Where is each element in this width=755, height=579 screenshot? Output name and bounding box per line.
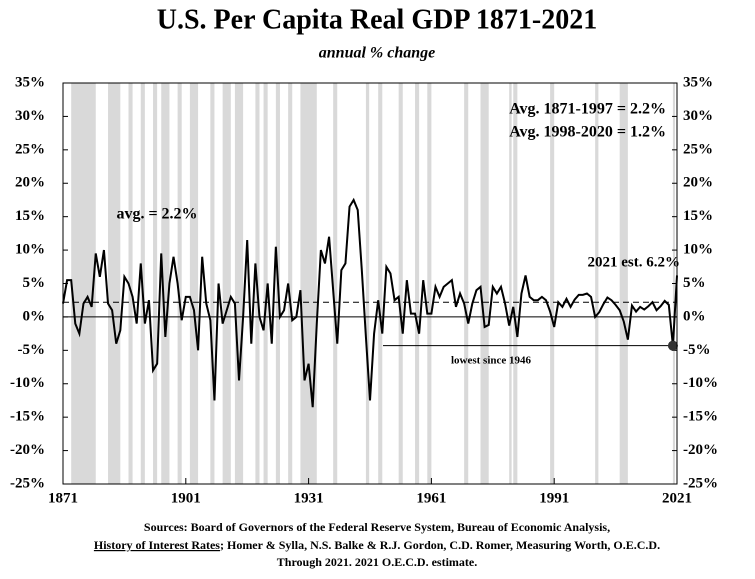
y-tick-label: 5% — [23, 275, 46, 291]
recession-band — [509, 83, 512, 484]
recession-band — [234, 83, 244, 484]
recession-band — [480, 83, 489, 484]
source-line: History of Interest Rates; Homer & Sylla… — [94, 538, 660, 552]
recession-band — [464, 83, 469, 484]
y-tick-label: -10% — [10, 375, 45, 391]
annotation: Avg. 1871-1997 = 2.2% — [509, 101, 666, 118]
x-tick-label: 1961 — [416, 490, 446, 506]
x-tick-label: 2021 — [662, 490, 692, 506]
plot-frame — [62, 82, 678, 485]
x-tick-label: 1871 — [48, 490, 78, 506]
y-tick-label: 0% — [23, 308, 46, 324]
recession-band — [161, 83, 170, 484]
recession-band — [513, 83, 518, 484]
y-tick-label: -20% — [10, 442, 45, 458]
recession-band — [398, 83, 403, 484]
y2-tick-label: -25% — [683, 475, 718, 491]
recession-band — [365, 83, 370, 484]
source-line: Through 2021. 2021 O.E.C.D. estimate. — [277, 555, 477, 569]
recession-band — [378, 83, 383, 484]
y2-tick-label: 10% — [683, 242, 713, 258]
y-tick-label: -25% — [10, 475, 45, 491]
y2-tick-label: 15% — [683, 208, 713, 224]
y-tick-label: 10% — [15, 242, 45, 258]
low-marker — [667, 340, 678, 351]
recession-band — [222, 83, 231, 484]
y-tick-label: 15% — [15, 208, 45, 224]
y-tick-label: -15% — [10, 409, 45, 425]
recession-band — [427, 83, 432, 484]
recession-band — [108, 83, 121, 484]
recession-band — [71, 83, 96, 484]
annotation: avg. = 2.2% — [116, 206, 197, 223]
y-tick-label: 20% — [15, 175, 45, 191]
y2-tick-label: 0% — [683, 308, 706, 324]
y-tick-label: 25% — [15, 141, 45, 157]
chart-subtitle: annual % change — [319, 45, 435, 62]
recession-band — [128, 83, 133, 484]
recession-band — [189, 83, 199, 484]
recession-band — [415, 83, 420, 484]
annotation: 2021 est. 6.2% — [588, 254, 681, 270]
recession-band — [619, 83, 628, 484]
y-tick-label: -5% — [18, 342, 46, 358]
source-book: History of Interest Rates — [94, 538, 220, 552]
y2-tick-label: -5% — [683, 342, 711, 358]
recession-band — [263, 83, 268, 484]
source-text: ; Homer & Sylla, N.S. Balke & R.J. Gordo… — [220, 538, 660, 552]
recession-band — [288, 83, 293, 484]
x-tick-label: 1931 — [294, 490, 324, 506]
y-tick-label: 30% — [15, 108, 45, 124]
recession-band — [300, 83, 317, 484]
recession-band — [177, 83, 182, 484]
y2-tick-label: -10% — [683, 375, 718, 391]
y2-tick-label: -20% — [683, 442, 718, 458]
recession-band — [595, 83, 599, 484]
y2-tick-label: 25% — [683, 141, 713, 157]
y2-tick-label: 35% — [683, 74, 713, 90]
y2-tick-label: 20% — [683, 175, 713, 191]
y2-tick-label: 5% — [683, 275, 706, 291]
recession-band — [153, 83, 158, 484]
source-line: Sources: Board of Governors of the Feder… — [144, 520, 610, 534]
series-line — [62, 197, 678, 408]
recession-band — [210, 83, 215, 484]
y2-tick-label: -15% — [683, 409, 718, 425]
recession-band — [550, 83, 555, 484]
x-tick-label: 1901 — [171, 490, 201, 506]
recession-band — [333, 83, 338, 484]
y-tick-label: 35% — [15, 74, 45, 90]
x-tick-label: 1991 — [539, 490, 569, 506]
y2-tick-label: 30% — [683, 108, 713, 124]
annotation: lowest since 1946 — [451, 355, 532, 367]
annotation: Avg. 1998-2020 = 1.2% — [509, 124, 666, 141]
chart-title: U.S. Per Capita Real GDP 1871-2021 — [157, 4, 597, 35]
